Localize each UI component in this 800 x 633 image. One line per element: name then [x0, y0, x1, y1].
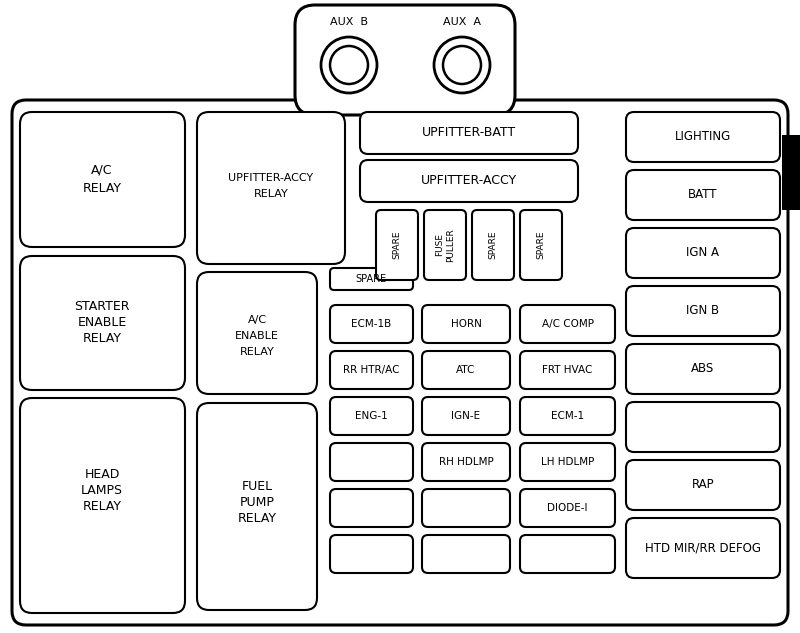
FancyBboxPatch shape: [20, 398, 185, 613]
Text: IGN-E: IGN-E: [451, 411, 481, 421]
FancyBboxPatch shape: [626, 344, 780, 394]
FancyBboxPatch shape: [626, 112, 780, 162]
Text: PUMP: PUMP: [239, 496, 274, 510]
Circle shape: [330, 46, 368, 84]
Text: RH HDLMP: RH HDLMP: [438, 457, 494, 467]
FancyBboxPatch shape: [626, 228, 780, 278]
Text: ECM-1: ECM-1: [551, 411, 584, 421]
FancyBboxPatch shape: [520, 489, 615, 527]
FancyBboxPatch shape: [626, 402, 780, 452]
Circle shape: [434, 37, 490, 93]
Text: SPARE: SPARE: [537, 231, 546, 260]
FancyBboxPatch shape: [330, 535, 413, 573]
Text: IGN A: IGN A: [686, 246, 719, 260]
FancyBboxPatch shape: [424, 210, 466, 280]
Text: ENABLE: ENABLE: [78, 316, 126, 330]
Text: FUEL: FUEL: [242, 480, 273, 494]
FancyBboxPatch shape: [330, 305, 413, 343]
Text: RELAY: RELAY: [82, 332, 122, 346]
FancyBboxPatch shape: [360, 160, 578, 202]
Text: AUX  A: AUX A: [443, 17, 481, 27]
Text: ENG-1: ENG-1: [355, 411, 388, 421]
FancyBboxPatch shape: [422, 397, 510, 435]
FancyBboxPatch shape: [12, 100, 788, 625]
Text: SPARE: SPARE: [393, 231, 402, 260]
FancyBboxPatch shape: [626, 170, 780, 220]
FancyBboxPatch shape: [422, 535, 510, 573]
Circle shape: [443, 46, 481, 84]
FancyBboxPatch shape: [295, 5, 515, 115]
FancyBboxPatch shape: [20, 112, 185, 247]
Text: UPFITTER-ACCY: UPFITTER-ACCY: [229, 173, 314, 183]
FancyBboxPatch shape: [422, 489, 510, 527]
Text: FUSE
PULLER: FUSE PULLER: [435, 228, 454, 262]
Text: SPARE: SPARE: [355, 274, 386, 284]
FancyBboxPatch shape: [20, 256, 185, 390]
Text: HTD MIR/RR DEFOG: HTD MIR/RR DEFOG: [645, 541, 761, 555]
FancyBboxPatch shape: [626, 518, 780, 578]
Text: LH HDLMP: LH HDLMP: [541, 457, 594, 467]
Text: A/C: A/C: [247, 315, 266, 325]
FancyBboxPatch shape: [472, 210, 514, 280]
FancyBboxPatch shape: [520, 535, 615, 573]
FancyBboxPatch shape: [422, 443, 510, 481]
Text: ABS: ABS: [691, 363, 714, 375]
FancyBboxPatch shape: [197, 403, 317, 610]
FancyBboxPatch shape: [422, 351, 510, 389]
Text: RELAY: RELAY: [254, 189, 288, 199]
Text: HEAD: HEAD: [84, 468, 120, 482]
Text: RELAY: RELAY: [240, 347, 274, 357]
FancyBboxPatch shape: [626, 286, 780, 336]
Text: RAP: RAP: [692, 479, 714, 491]
Text: IGN B: IGN B: [686, 304, 719, 318]
Text: SPARE: SPARE: [489, 231, 498, 260]
Text: HORN: HORN: [450, 319, 482, 329]
FancyBboxPatch shape: [626, 460, 780, 510]
FancyBboxPatch shape: [330, 397, 413, 435]
Text: AUX  B: AUX B: [330, 17, 368, 27]
FancyBboxPatch shape: [330, 351, 413, 389]
Circle shape: [321, 37, 377, 93]
FancyBboxPatch shape: [376, 210, 418, 280]
FancyBboxPatch shape: [422, 305, 510, 343]
FancyBboxPatch shape: [520, 397, 615, 435]
FancyBboxPatch shape: [330, 489, 413, 527]
Text: LIGHTING: LIGHTING: [675, 130, 731, 144]
FancyBboxPatch shape: [520, 443, 615, 481]
FancyBboxPatch shape: [330, 443, 413, 481]
FancyBboxPatch shape: [330, 268, 413, 290]
Text: RELAY: RELAY: [238, 513, 277, 525]
Text: ECM-1B: ECM-1B: [351, 319, 392, 329]
Bar: [782, 135, 800, 210]
FancyBboxPatch shape: [520, 305, 615, 343]
FancyBboxPatch shape: [197, 272, 317, 394]
FancyBboxPatch shape: [360, 112, 578, 154]
Text: STARTER: STARTER: [74, 301, 130, 313]
Text: ENABLE: ENABLE: [235, 331, 279, 341]
Text: UPFITTER-ACCY: UPFITTER-ACCY: [421, 175, 517, 187]
Text: LAMPS: LAMPS: [81, 484, 123, 498]
Text: FRT HVAC: FRT HVAC: [542, 365, 593, 375]
Text: A/C: A/C: [91, 163, 113, 177]
Text: RELAY: RELAY: [82, 182, 122, 194]
Text: RELAY: RELAY: [82, 501, 122, 513]
FancyBboxPatch shape: [197, 112, 345, 264]
Text: DIODE-I: DIODE-I: [547, 503, 588, 513]
Text: RR HTR/AC: RR HTR/AC: [343, 365, 400, 375]
Text: ATC: ATC: [456, 365, 476, 375]
Text: BATT: BATT: [688, 189, 718, 201]
FancyBboxPatch shape: [520, 210, 562, 280]
FancyBboxPatch shape: [520, 351, 615, 389]
Text: A/C COMP: A/C COMP: [542, 319, 594, 329]
Text: UPFITTER-BATT: UPFITTER-BATT: [422, 127, 516, 139]
